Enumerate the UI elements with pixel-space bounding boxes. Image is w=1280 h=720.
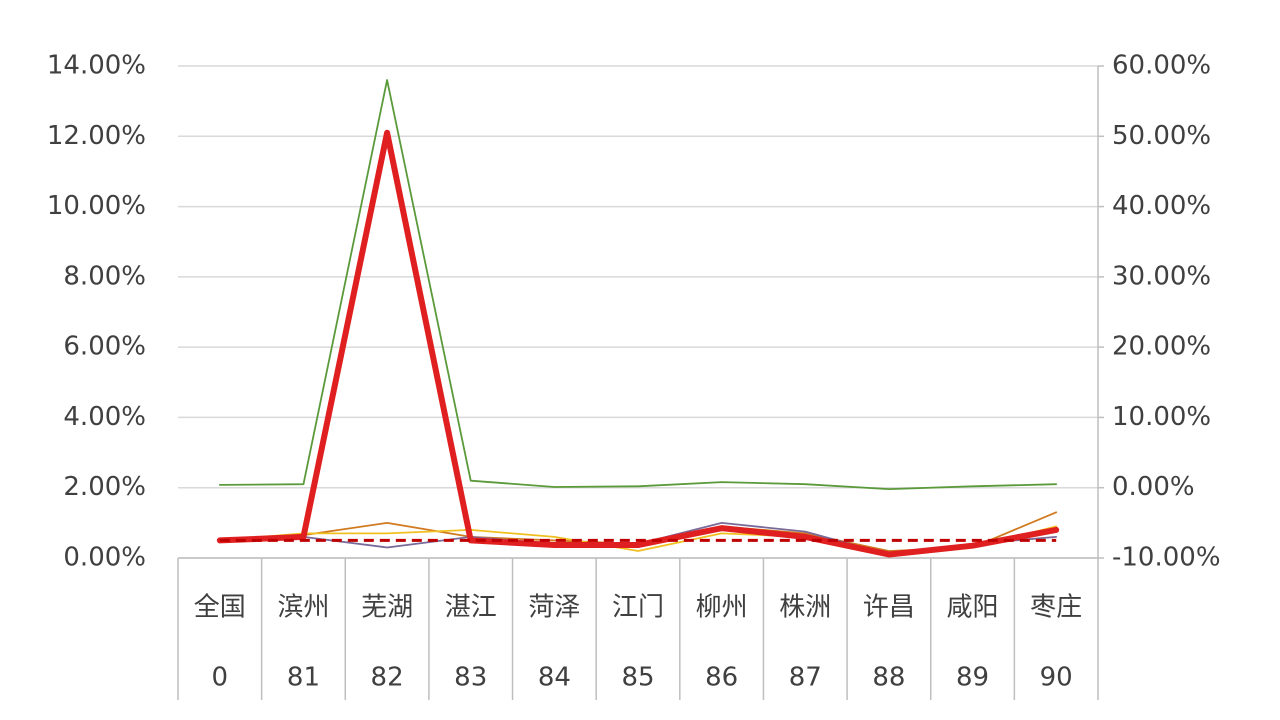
x-tick-code: 84 xyxy=(538,663,571,693)
y2-tick-label: -10.00% xyxy=(1112,543,1221,573)
y2-tick-label: 60.00% xyxy=(1112,51,1211,81)
y-tick-label: 12.00% xyxy=(47,121,146,151)
y2-tick-label: 20.00% xyxy=(1112,332,1211,362)
y2-tick-label: 40.00% xyxy=(1112,191,1211,221)
y2-tick-label: 50.00% xyxy=(1112,121,1211,151)
x-tick-label: 株洲 xyxy=(779,593,831,623)
y-tick-label: 4.00% xyxy=(63,402,146,432)
y2-tick-label: 0.00% xyxy=(1112,472,1195,502)
x-tick-label: 许昌 xyxy=(863,593,915,623)
x-tick-label: 枣庄 xyxy=(1030,593,1082,623)
x-tick-label: 咸阳 xyxy=(947,593,999,623)
x-tick-label: 菏泽 xyxy=(528,593,580,623)
x-tick-code: 89 xyxy=(956,663,989,693)
y2-tick-label: 10.00% xyxy=(1112,402,1211,432)
x-tick-code: 0 xyxy=(212,663,229,693)
y-tick-label: 0.00% xyxy=(63,543,146,573)
y-tick-label: 14.00% xyxy=(47,51,146,81)
x-tick-label: 芜湖 xyxy=(361,593,413,623)
y-tick-label: 6.00% xyxy=(63,332,146,362)
x-tick-label: 湛江 xyxy=(445,593,497,623)
x-tick-code: 85 xyxy=(621,663,654,693)
x-tick-code: 81 xyxy=(287,663,320,693)
y-tick-label: 2.00% xyxy=(63,472,146,502)
x-tick-code: 87 xyxy=(789,663,822,693)
x-tick-label: 江门 xyxy=(612,593,664,623)
y2-tick-label: 30.00% xyxy=(1112,261,1211,291)
x-tick-code: 86 xyxy=(705,663,738,693)
x-tick-code: 83 xyxy=(454,663,487,693)
x-tick-label: 滨州 xyxy=(277,593,329,623)
y-tick-label: 10.00% xyxy=(47,191,146,221)
y-tick-label: 8.00% xyxy=(63,261,146,291)
x-tick-code: 82 xyxy=(371,663,404,693)
x-tick-code: 90 xyxy=(1040,663,1073,693)
series-line xyxy=(218,79,1058,491)
x-tick-label: 柳州 xyxy=(696,593,748,623)
x-tick-label: 全国 xyxy=(194,593,246,623)
x-tick-code: 88 xyxy=(872,663,905,693)
series-line xyxy=(216,129,1060,558)
